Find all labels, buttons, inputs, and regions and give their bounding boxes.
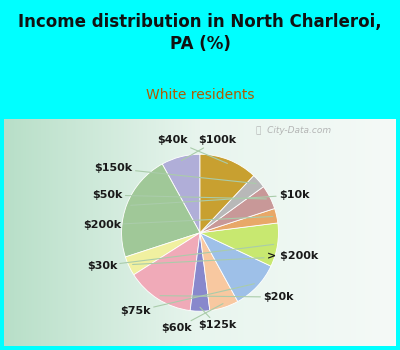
Wedge shape xyxy=(125,233,200,275)
Wedge shape xyxy=(200,176,264,233)
Wedge shape xyxy=(200,223,278,266)
Text: White residents: White residents xyxy=(146,88,254,102)
Wedge shape xyxy=(200,187,275,233)
Text: $60k: $60k xyxy=(161,304,223,334)
Text: $200k: $200k xyxy=(83,217,273,230)
Text: $20k: $20k xyxy=(160,292,294,302)
Text: $125k: $125k xyxy=(198,307,236,330)
Text: $150k: $150k xyxy=(95,163,256,183)
Text: $50k: $50k xyxy=(92,190,266,200)
Wedge shape xyxy=(200,233,271,301)
Text: ⓘ  City-Data.com: ⓘ City-Data.com xyxy=(256,126,332,135)
Text: $30k: $30k xyxy=(87,244,274,271)
Text: $75k: $75k xyxy=(120,284,254,316)
Wedge shape xyxy=(190,233,210,311)
Text: $10k: $10k xyxy=(131,190,309,205)
Wedge shape xyxy=(200,154,254,233)
Wedge shape xyxy=(200,233,238,310)
Text: > $200k: > $200k xyxy=(132,251,318,265)
Text: $40k: $40k xyxy=(157,135,228,163)
Wedge shape xyxy=(122,164,200,257)
Wedge shape xyxy=(162,154,200,233)
Wedge shape xyxy=(200,209,278,233)
Text: $100k: $100k xyxy=(182,135,236,161)
Text: Income distribution in North Charleroi,
PA (%): Income distribution in North Charleroi, … xyxy=(18,13,382,54)
Wedge shape xyxy=(134,233,200,310)
